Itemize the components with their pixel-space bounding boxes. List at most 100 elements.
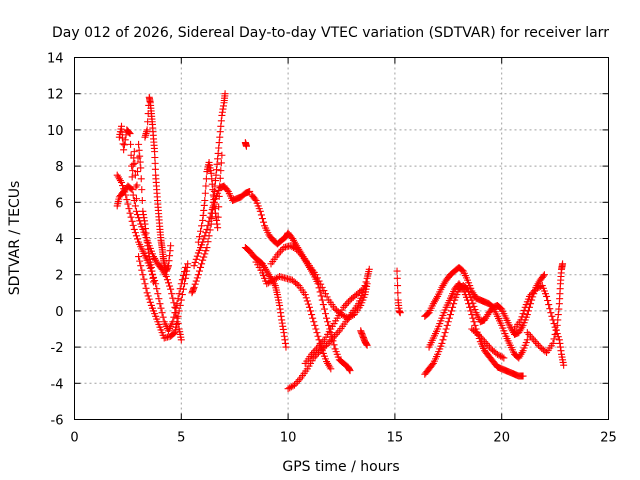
data-point — [305, 303, 313, 311]
data-point — [163, 276, 171, 284]
data-point — [130, 148, 138, 156]
data-point — [471, 306, 479, 314]
data-point — [121, 136, 129, 144]
plot-frame — [74, 57, 609, 420]
data-point — [448, 307, 456, 315]
data-point — [552, 326, 560, 334]
data-point — [136, 158, 144, 166]
data-point — [293, 280, 301, 288]
data-point — [520, 306, 528, 314]
y-tick-labels: -6 -4 -2 0 2 4 6 8 10 12 14 — [47, 52, 64, 429]
data-point — [323, 293, 331, 301]
data-point — [469, 314, 477, 322]
data-point — [166, 282, 174, 290]
x-axis-label: GPS time / hours — [282, 459, 399, 475]
data-point — [393, 274, 401, 282]
data-point — [449, 303, 457, 311]
data-point — [334, 329, 342, 337]
data-point — [314, 332, 322, 340]
data-point — [275, 249, 283, 257]
data-point — [177, 296, 185, 304]
data-point — [138, 266, 146, 274]
data-point — [251, 195, 259, 203]
data-point — [170, 299, 178, 307]
data-point — [177, 336, 185, 344]
y-tick-label: -6 — [51, 414, 64, 429]
data-point — [158, 309, 166, 317]
data-point — [127, 140, 135, 148]
data-point — [201, 189, 209, 197]
data-point — [473, 329, 481, 337]
data-point — [444, 318, 452, 326]
data-point — [131, 159, 139, 167]
data-point — [136, 152, 144, 160]
data-point — [321, 290, 329, 298]
data-point — [121, 188, 129, 196]
data-point — [323, 314, 331, 322]
data-point — [156, 300, 164, 308]
data-point — [302, 294, 310, 302]
data-point — [124, 200, 132, 208]
data-point — [138, 196, 146, 204]
data-point — [217, 159, 225, 167]
data-point — [257, 211, 265, 219]
data-point — [127, 185, 135, 193]
x-tick-label: 25 — [600, 431, 617, 446]
data-point — [132, 195, 140, 203]
data-point — [442, 325, 450, 333]
data-point — [129, 160, 137, 168]
data-point — [260, 218, 268, 226]
data-point — [143, 289, 151, 297]
data-point — [191, 280, 199, 288]
data-point — [137, 175, 145, 183]
data-point — [301, 291, 309, 299]
data-point — [190, 283, 198, 291]
data-point — [531, 338, 539, 346]
data-point — [203, 244, 211, 252]
data-point — [206, 213, 214, 221]
data-point — [324, 318, 332, 326]
data-point — [344, 298, 352, 306]
data-point — [343, 300, 351, 308]
data-point — [134, 211, 142, 219]
data-point — [195, 233, 203, 241]
data-point — [123, 196, 131, 204]
data-point — [174, 295, 182, 303]
data-point — [167, 285, 175, 293]
data-point — [559, 260, 567, 268]
data-point — [246, 187, 254, 195]
data-point — [205, 217, 213, 225]
data-point — [197, 227, 205, 235]
data-point — [282, 343, 290, 351]
data-point — [128, 186, 136, 194]
data-point — [396, 309, 404, 317]
data-point — [131, 171, 139, 179]
data-point — [393, 267, 401, 275]
x-tick-label: 5 — [177, 431, 185, 446]
data-point — [129, 221, 137, 229]
data-point — [428, 361, 436, 369]
y-tick-label: 14 — [47, 52, 64, 67]
data-point — [135, 253, 143, 261]
data-point — [140, 275, 148, 283]
data-point — [134, 168, 142, 176]
data-point — [528, 334, 536, 342]
data-point — [125, 129, 133, 137]
data-point — [144, 292, 152, 300]
data-point — [362, 278, 370, 286]
data-point — [468, 311, 476, 319]
data-point — [548, 312, 556, 320]
data-point — [190, 262, 198, 270]
data-point — [191, 258, 199, 266]
data-point — [295, 376, 303, 384]
data-point — [119, 140, 127, 148]
data-point — [129, 191, 137, 199]
data-point — [135, 140, 143, 148]
data-point — [242, 142, 250, 150]
data-point — [500, 354, 508, 362]
data-point — [438, 339, 446, 347]
data-point — [203, 225, 211, 233]
data-point — [523, 329, 531, 337]
data-point — [176, 301, 184, 309]
data-point — [550, 320, 558, 328]
